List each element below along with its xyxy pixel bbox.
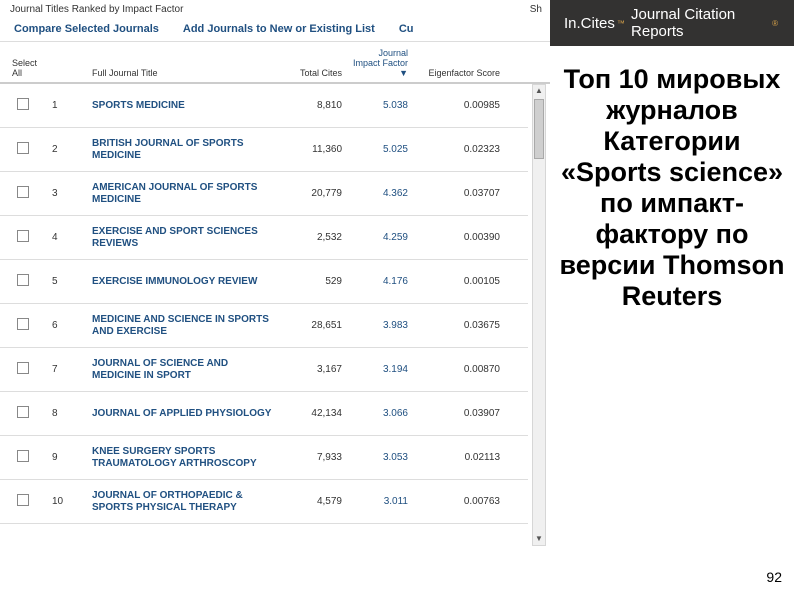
col-select-all[interactable]: Select All bbox=[0, 58, 46, 78]
eigenfactor: 0.00985 bbox=[418, 100, 508, 111]
row-checkbox[interactable] bbox=[17, 274, 29, 286]
impact-factor: 4.176 bbox=[352, 276, 418, 287]
impact-factor: 3.983 bbox=[352, 320, 418, 331]
total-cites: 7,933 bbox=[282, 452, 352, 463]
eigenfactor: 0.03907 bbox=[418, 408, 508, 419]
table-row: 4 EXERCISE AND SPORT SCIENCES REVIEWS 2,… bbox=[0, 216, 528, 260]
eigenfactor: 0.00763 bbox=[418, 496, 508, 507]
table-header-row: Select All Full Journal Title Total Cite… bbox=[0, 42, 550, 84]
impact-factor: 4.259 bbox=[352, 232, 418, 243]
row-checkbox[interactable] bbox=[17, 142, 29, 154]
row-rank: 5 bbox=[46, 276, 92, 287]
page-title: Journal Titles Ranked by Impact Factor bbox=[10, 4, 183, 15]
row-rank: 3 bbox=[46, 188, 92, 199]
col-impact-factor[interactable]: Journal Impact Factor ▼ bbox=[352, 48, 418, 78]
row-checkbox[interactable] bbox=[17, 318, 29, 330]
total-cites: 529 bbox=[282, 276, 352, 287]
row-checkbox[interactable] bbox=[17, 98, 29, 110]
registered-icon: ® bbox=[772, 19, 778, 28]
total-cites: 8,810 bbox=[282, 100, 352, 111]
scroll-down-icon[interactable]: ▼ bbox=[533, 533, 545, 545]
scrollbar-thumb[interactable] bbox=[534, 99, 544, 159]
journal-title-link[interactable]: EXERCISE IMMUNOLOGY REVIEW bbox=[92, 276, 282, 288]
table-row: 9 KNEE SURGERY SPORTS TRAUMATOLOGY ARTHR… bbox=[0, 436, 528, 480]
journal-title-link[interactable]: MEDICINE AND SCIENCE IN SPORTS AND EXERC… bbox=[92, 314, 282, 338]
table-row: 7 JOURNAL OF SCIENCE AND MEDICINE IN SPO… bbox=[0, 348, 528, 392]
impact-factor: 5.038 bbox=[352, 100, 418, 111]
row-rank: 9 bbox=[46, 452, 92, 463]
add-to-list-link[interactable]: Add Journals to New or Existing List bbox=[183, 23, 375, 35]
row-rank: 10 bbox=[46, 496, 92, 507]
row-checkbox[interactable] bbox=[17, 450, 29, 462]
table-row: 8 JOURNAL OF APPLIED PHYSIOLOGY 42,134 3… bbox=[0, 392, 528, 436]
journal-title-link[interactable]: SPORTS MEDICINE bbox=[92, 100, 282, 112]
journal-title-link[interactable]: JOURNAL OF ORTHOPAEDIC & SPORTS PHYSICAL… bbox=[92, 490, 282, 514]
eigenfactor: 0.03675 bbox=[418, 320, 508, 331]
incites-brand-bar: In.Cites™ Journal Citation Reports® bbox=[550, 0, 794, 46]
journal-title-link[interactable]: JOURNAL OF APPLIED PHYSIOLOGY bbox=[92, 408, 282, 420]
journal-table: ▲ ▼ 1 SPORTS MEDICINE 8,810 5.038 0.0098… bbox=[0, 84, 550, 524]
row-checkbox[interactable] bbox=[17, 230, 29, 242]
eigenfactor: 0.00105 bbox=[418, 276, 508, 287]
table-row: 2 BRITISH JOURNAL OF SPORTS MEDICINE 11,… bbox=[0, 128, 528, 172]
total-cites: 42,134 bbox=[282, 408, 352, 419]
eigenfactor: 0.02113 bbox=[418, 452, 508, 463]
table-row: 3 AMERICAN JOURNAL OF SPORTS MEDICINE 20… bbox=[0, 172, 528, 216]
scroll-up-icon[interactable]: ▲ bbox=[533, 85, 545, 97]
table-row: 1 SPORTS MEDICINE 8,810 5.038 0.00985 bbox=[0, 84, 528, 128]
impact-factor: 3.066 bbox=[352, 408, 418, 419]
table-row: 6 MEDICINE AND SCIENCE IN SPORTS AND EXE… bbox=[0, 304, 528, 348]
total-cites: 2,532 bbox=[282, 232, 352, 243]
total-cites: 28,651 bbox=[282, 320, 352, 331]
total-cites: 11,360 bbox=[282, 144, 352, 155]
table-row: 10 JOURNAL OF ORTHOPAEDIC & SPORTS PHYSI… bbox=[0, 480, 528, 524]
scrollbar-track[interactable]: ▲ ▼ bbox=[532, 84, 546, 546]
row-rank: 2 bbox=[46, 144, 92, 155]
row-checkbox[interactable] bbox=[17, 494, 29, 506]
col-eigenfactor[interactable]: Eigenfactor Score bbox=[418, 68, 508, 78]
slide-headline: Топ 10 мировых журналов Категории «Sport… bbox=[550, 46, 794, 312]
row-checkbox[interactable] bbox=[17, 406, 29, 418]
journal-title-link[interactable]: AMERICAN JOURNAL OF SPORTS MEDICINE bbox=[92, 182, 282, 206]
row-rank: 1 bbox=[46, 100, 92, 111]
trademark-icon: ™ bbox=[617, 19, 625, 28]
page-number: 92 bbox=[766, 569, 782, 585]
row-rank: 7 bbox=[46, 364, 92, 375]
journal-title-link[interactable]: EXERCISE AND SPORT SCIENCES REVIEWS bbox=[92, 226, 282, 250]
brand-jcr: Journal Citation Reports bbox=[631, 6, 770, 40]
compare-journals-link[interactable]: Compare Selected Journals bbox=[14, 23, 159, 35]
impact-factor: 3.011 bbox=[352, 496, 418, 507]
eigenfactor: 0.00390 bbox=[418, 232, 508, 243]
brand-incites: In.Cites bbox=[564, 15, 615, 32]
journal-title-link[interactable]: KNEE SURGERY SPORTS TRAUMATOLOGY ARTHROS… bbox=[92, 446, 282, 470]
customise-link[interactable]: Cu bbox=[399, 23, 414, 35]
command-bar: Compare Selected Journals Add Journals t… bbox=[0, 17, 550, 42]
total-cites: 20,779 bbox=[282, 188, 352, 199]
total-cites: 4,579 bbox=[282, 496, 352, 507]
page-title-right: Sh bbox=[530, 4, 542, 15]
slide-right-panel: In.Cites™ Journal Citation Reports® Топ … bbox=[550, 0, 794, 595]
row-rank: 4 bbox=[46, 232, 92, 243]
impact-factor: 5.025 bbox=[352, 144, 418, 155]
eigenfactor: 0.00870 bbox=[418, 364, 508, 375]
page-title-bar: Journal Titles Ranked by Impact Factor S… bbox=[0, 0, 550, 17]
journal-title-link[interactable]: JOURNAL OF SCIENCE AND MEDICINE IN SPORT bbox=[92, 358, 282, 382]
jcr-table-panel: Journal Titles Ranked by Impact Factor S… bbox=[0, 0, 550, 595]
row-checkbox[interactable] bbox=[17, 186, 29, 198]
impact-factor: 3.194 bbox=[352, 364, 418, 375]
row-rank: 8 bbox=[46, 408, 92, 419]
eigenfactor: 0.03707 bbox=[418, 188, 508, 199]
journal-title-link[interactable]: BRITISH JOURNAL OF SPORTS MEDICINE bbox=[92, 138, 282, 162]
impact-factor: 3.053 bbox=[352, 452, 418, 463]
impact-factor: 4.362 bbox=[352, 188, 418, 199]
row-rank: 6 bbox=[46, 320, 92, 331]
total-cites: 3,167 bbox=[282, 364, 352, 375]
eigenfactor: 0.02323 bbox=[418, 144, 508, 155]
col-total-cites[interactable]: Total Cites bbox=[282, 68, 352, 78]
row-checkbox[interactable] bbox=[17, 362, 29, 374]
table-row: 5 EXERCISE IMMUNOLOGY REVIEW 529 4.176 0… bbox=[0, 260, 528, 304]
col-journal-title[interactable]: Full Journal Title bbox=[92, 68, 282, 78]
